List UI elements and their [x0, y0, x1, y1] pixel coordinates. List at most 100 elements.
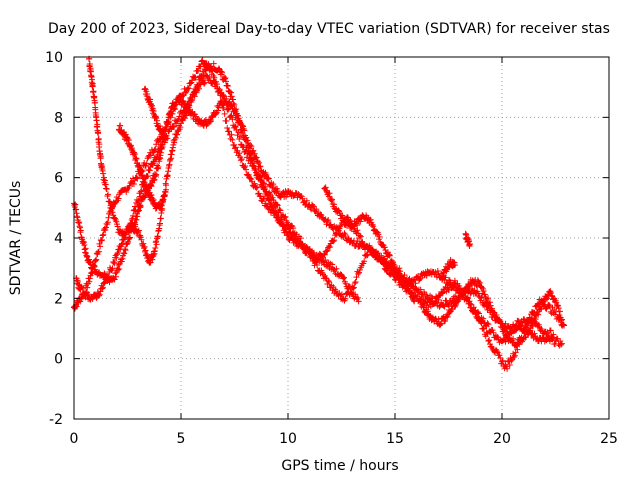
data-point [535, 311, 542, 318]
data-point [101, 279, 108, 286]
data-point [247, 152, 254, 159]
data-point [114, 250, 121, 257]
data-point [485, 295, 492, 302]
data-point [103, 185, 110, 192]
data-point [548, 290, 555, 297]
data-point [483, 329, 490, 336]
data-point [410, 297, 417, 304]
data-point [111, 260, 118, 267]
data-point [151, 147, 158, 154]
data-point [327, 221, 334, 228]
data-point [101, 279, 108, 286]
data-point [228, 131, 235, 138]
data-point [177, 124, 184, 131]
data-point [451, 303, 458, 310]
x-tick-label: 25 [600, 431, 618, 447]
data-point [73, 303, 80, 310]
data-point [111, 276, 118, 283]
data-point [428, 294, 435, 301]
data-point [494, 333, 501, 340]
data-point [172, 134, 179, 141]
data-point [172, 101, 179, 108]
data-point [102, 227, 109, 234]
data-point [201, 72, 208, 79]
data-point [370, 223, 377, 230]
data-point [95, 248, 102, 255]
data-point [466, 283, 473, 290]
track-4 [73, 60, 362, 305]
data-point [423, 272, 430, 279]
data-point [274, 202, 281, 209]
y-tick-label: 4 [54, 231, 63, 247]
data-point [264, 192, 271, 199]
data-point [182, 100, 189, 107]
data-point [188, 97, 195, 104]
data-point [251, 165, 258, 172]
data-point [338, 291, 345, 298]
data-point [526, 328, 533, 335]
data-point [394, 267, 401, 274]
data-point [144, 173, 151, 180]
data-point [531, 330, 538, 337]
data-point [133, 216, 140, 223]
data-point [182, 89, 189, 96]
data-point [472, 311, 479, 318]
data-point [429, 295, 436, 302]
data-point [547, 308, 554, 315]
y-tick-label: 2 [54, 291, 63, 307]
data-point [97, 243, 104, 250]
data-point [342, 280, 349, 287]
data-point [333, 224, 340, 231]
track-5 [115, 122, 170, 212]
data-point [108, 201, 115, 208]
data-point [313, 206, 320, 213]
data-point [229, 136, 236, 143]
data-point [493, 348, 500, 355]
data-point [388, 257, 395, 264]
data-point [276, 206, 283, 213]
data-point [326, 279, 333, 286]
data-point [410, 276, 417, 283]
data-point [246, 150, 253, 157]
data-point [342, 295, 349, 302]
data-point [486, 337, 493, 344]
data-point [390, 272, 397, 279]
data-point [331, 223, 338, 230]
data-point [100, 174, 107, 181]
data-point [81, 293, 88, 300]
data-point [224, 124, 231, 131]
data-point [314, 261, 321, 268]
data-point [100, 231, 107, 238]
data-point [386, 251, 393, 258]
data-point [361, 258, 368, 265]
data-point [558, 317, 565, 324]
data-point [492, 313, 499, 320]
data-point [245, 171, 252, 178]
data-point [230, 100, 237, 107]
data-point [239, 127, 246, 134]
data-point [434, 268, 441, 275]
data-point [485, 338, 492, 345]
data-point [369, 221, 376, 228]
track-6 [141, 85, 170, 143]
data-point [201, 80, 208, 87]
axis-ticks: 0 5 10 15 20 25 -2 0 2 4 6 8 10 [45, 50, 618, 447]
track-8 [439, 256, 458, 283]
data-point [185, 108, 192, 115]
data-point [185, 85, 192, 92]
data-point [249, 156, 256, 163]
data-point [423, 292, 430, 299]
data-point [351, 280, 358, 287]
data-point [370, 227, 377, 234]
data-point [405, 276, 412, 283]
data-point [378, 252, 385, 259]
data-point [548, 292, 555, 299]
data-point [306, 246, 313, 253]
data-point [118, 241, 125, 248]
data-point [374, 250, 381, 257]
x-tick-label: 0 [70, 431, 79, 447]
y-tick-label: -2 [49, 412, 63, 428]
data-point [334, 225, 341, 232]
data-point [503, 331, 510, 338]
data-point [322, 184, 329, 191]
